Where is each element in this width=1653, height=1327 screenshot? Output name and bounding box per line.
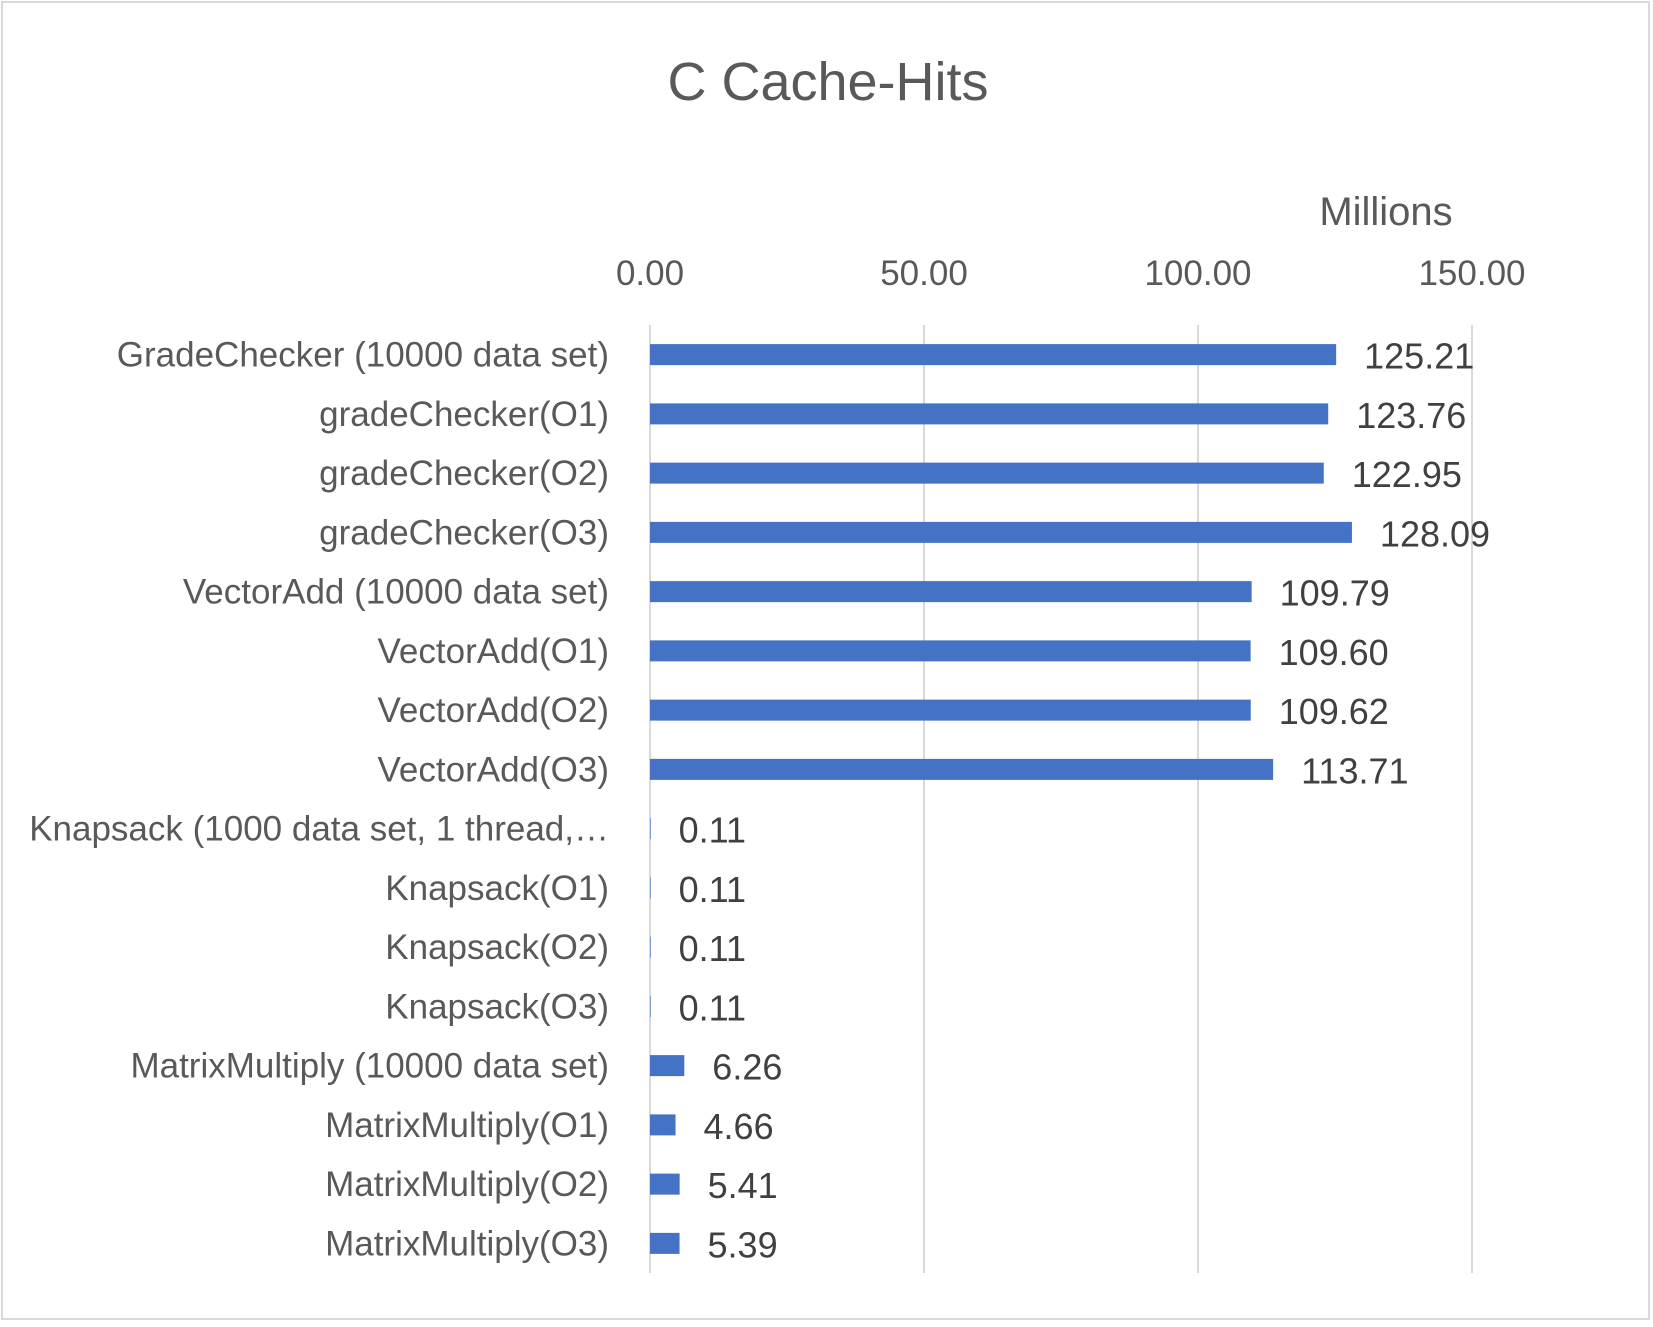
category-label: VectorAdd(O1): [378, 632, 610, 671]
category-label: Knapsack(O2): [385, 928, 609, 967]
data-label: 128.09: [1380, 513, 1490, 554]
data-label: 0.11: [679, 869, 746, 910]
bar: [650, 403, 1329, 425]
category-label: VectorAdd(O3): [378, 750, 610, 789]
category-label: MatrixMultiply (10000 data set): [130, 1047, 609, 1086]
bar: [650, 758, 1274, 780]
bar: [650, 581, 1252, 603]
category-label: Knapsack (1000 data set, 1 thread,…: [29, 810, 609, 849]
data-label: 109.79: [1280, 573, 1390, 614]
data-label: 109.62: [1279, 691, 1389, 732]
axis-unit-label: Millions: [1319, 190, 1452, 234]
category-label: GradeChecker (10000 data set): [117, 336, 609, 375]
category-labels: GradeChecker (10000 data set) gradeChecke…: [29, 336, 609, 1264]
bar: [650, 1232, 680, 1254]
x-tick-label: 150.00: [1418, 254, 1525, 293]
data-label: 4.66: [704, 1106, 774, 1147]
data-label: 113.71: [1301, 750, 1408, 791]
data-label: 0.11: [679, 987, 746, 1028]
bars: [650, 344, 1352, 1254]
x-axis-ticks: 0.00 50.00 100.00 150.00: [616, 254, 1526, 293]
data-label: 0.11: [679, 928, 746, 969]
data-label: 5.41: [708, 1165, 778, 1206]
data-label: 0.11: [679, 810, 746, 851]
category-label: MatrixMultiply(O3): [325, 1224, 609, 1263]
data-labels: 125.21 123.76 122.95 128.09 109.79 109.60 109.…: [679, 336, 1490, 1266]
bar: [650, 699, 1251, 721]
bar: [650, 1055, 685, 1077]
bar-chart: C Cache-Hits Millions 0.00 50.00 100.00 150…: [29, 52, 1526, 1273]
bar: [650, 462, 1324, 484]
bar: [650, 995, 651, 1017]
data-label: 6.26: [712, 1047, 782, 1088]
data-label: 125.21: [1364, 336, 1474, 377]
data-label: 123.76: [1356, 395, 1466, 436]
category-label: MatrixMultiply(O1): [325, 1106, 609, 1145]
data-label: 109.60: [1279, 632, 1389, 673]
bar: [650, 936, 651, 958]
data-label: 122.95: [1352, 454, 1462, 495]
x-tick-label: 0.00: [616, 254, 684, 293]
bar: [650, 1173, 680, 1195]
bar: [650, 640, 1251, 662]
category-label: gradeChecker(O3): [319, 513, 609, 552]
data-label: 5.39: [708, 1224, 778, 1265]
category-label: MatrixMultiply(O2): [325, 1165, 609, 1204]
category-label: gradeChecker(O2): [319, 454, 609, 493]
category-label: VectorAdd(O2): [378, 691, 610, 730]
category-label: gradeChecker(O1): [319, 395, 609, 434]
bar: [650, 877, 651, 899]
category-label: Knapsack(O3): [385, 987, 609, 1026]
bar: [650, 1114, 676, 1136]
bar: [650, 344, 1337, 366]
bar: [650, 818, 651, 840]
category-label: Knapsack(O1): [385, 869, 609, 908]
bar: [650, 521, 1352, 543]
x-tick-label: 50.00: [880, 254, 968, 293]
category-label: VectorAdd (10000 data set): [183, 573, 609, 612]
chart-title: C Cache-Hits: [667, 52, 988, 112]
x-tick-label: 100.00: [1144, 254, 1251, 293]
